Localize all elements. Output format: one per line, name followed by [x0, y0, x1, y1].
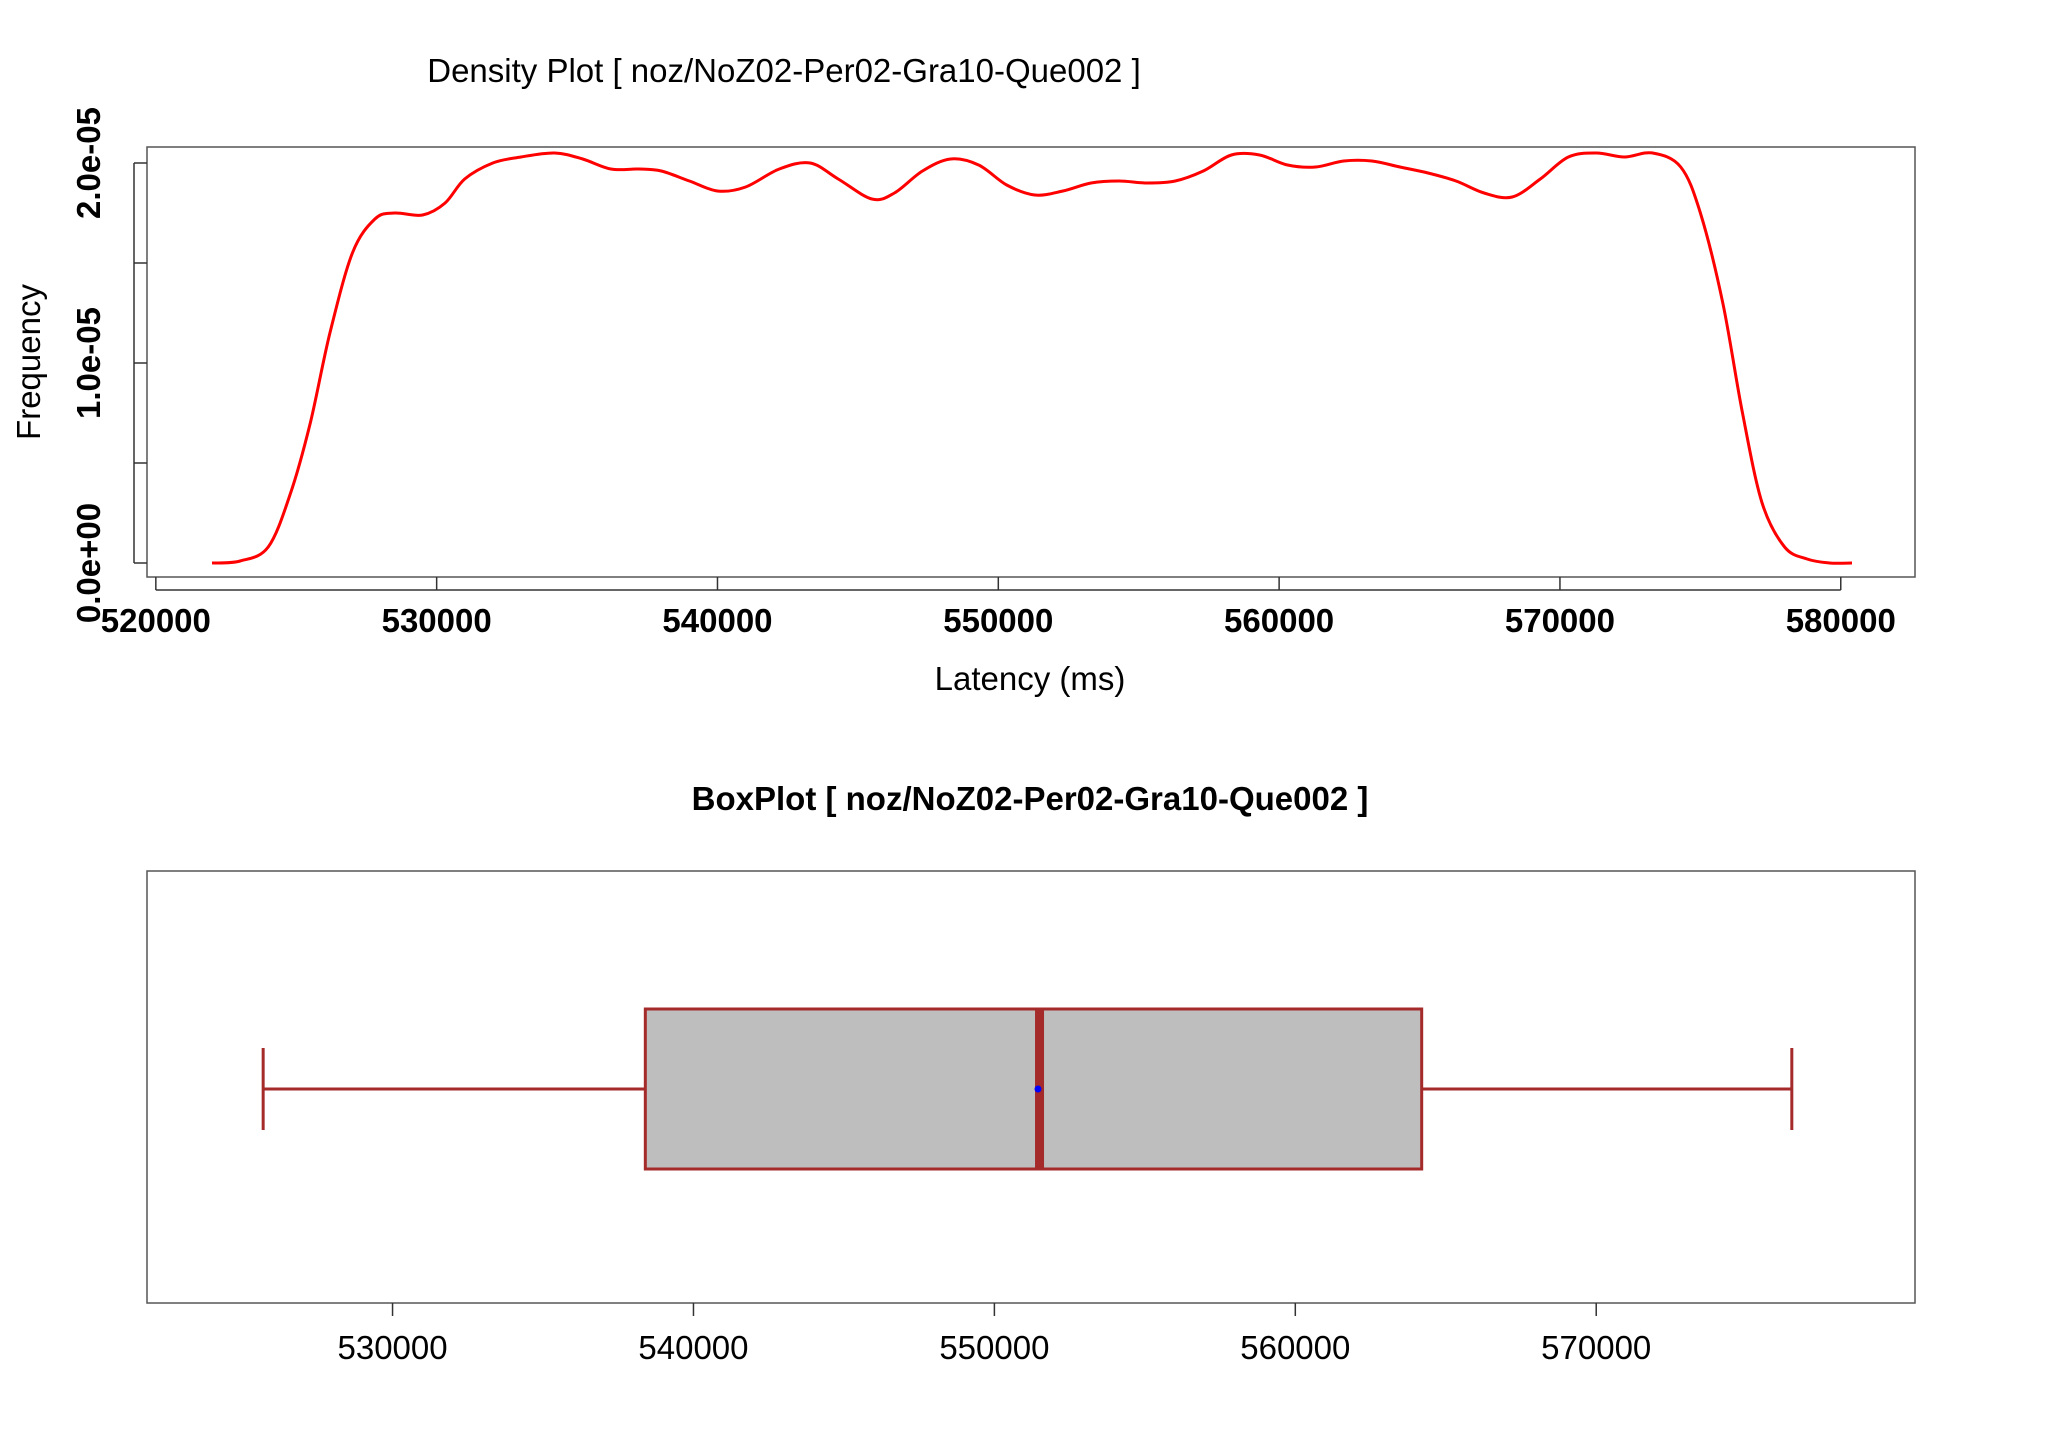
box-iqr: [643, 1007, 1424, 1171]
density-x-tick-label: 530000: [382, 602, 492, 639]
box-title: BoxPlot [ noz/NoZ02-Per02-Gra10-Que002 ]: [692, 780, 1369, 817]
density-x-tick-label: 570000: [1505, 602, 1615, 639]
box-x-axis: 530000 540000 550000 560000 570000: [337, 1303, 1651, 1366]
density-x-tick-label: 550000: [943, 602, 1053, 639]
density-plot-frame: [146, 146, 1916, 578]
box-mean-point: [1034, 1085, 1042, 1093]
density-y-tick-label: 1.0e-05: [70, 307, 107, 419]
box-x-tick-label: 550000: [939, 1329, 1049, 1366]
density-x-tick-label: 520000: [101, 602, 211, 639]
density-x-tick-label: 540000: [662, 602, 772, 639]
density-y-axis: 0.0e+00 1.0e-05 2.0e-05: [70, 107, 147, 623]
box-plot-frame: [146, 870, 1916, 1304]
density-x-axis: 520000 530000 540000 550000 560000 570000 5800…: [101, 577, 1896, 639]
density-x-tick-label: 580000: [1786, 602, 1896, 639]
density-x-tick-label: 560000: [1224, 602, 1334, 639]
box-plot: BoxPlot [ noz/NoZ02-Per02-Gra10-Que002 ]…: [146, 780, 1916, 1366]
density-y-tick-label: 2.0e-05: [70, 107, 107, 219]
box-x-tick-label: 570000: [1541, 1329, 1651, 1366]
box-x-tick-label: 540000: [638, 1329, 748, 1366]
box-x-tick-label: 530000: [337, 1329, 447, 1366]
density-curve: [211, 151, 1853, 565]
density-x-label: Latency (ms): [935, 660, 1126, 697]
density-plot: Density Plot [ noz/NoZ02-Per02-Gra10-Que…: [10, 52, 1916, 697]
box-x-tick-label: 560000: [1240, 1329, 1350, 1366]
density-y-label: Frequency: [10, 284, 47, 440]
density-y-tick-label: 0.0e+00: [70, 503, 107, 623]
box-marks: [261, 1007, 1794, 1171]
density-title: Density Plot [ noz/NoZ02-Per02-Gra10-Que…: [427, 52, 1141, 89]
